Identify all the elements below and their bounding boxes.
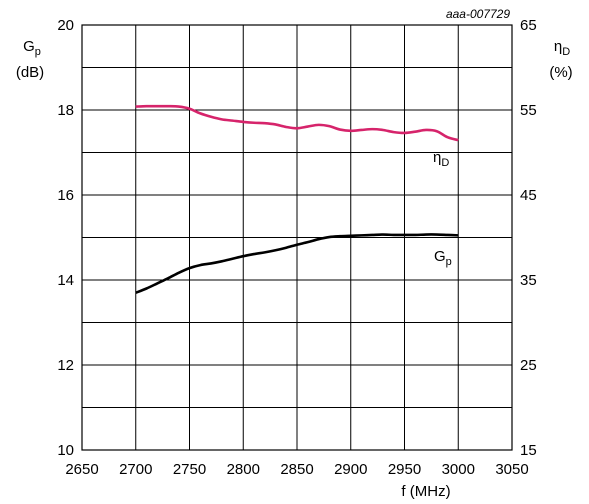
y-right-tick-label: 35 [520,272,537,289]
y-right-tick-label: 45 [520,187,537,204]
x-tick-label: 3000 [442,461,475,478]
series-label-gp: Gp [434,248,452,268]
x-tick-label: 3050 [495,461,528,478]
y-right-tick-label: 25 [520,357,537,374]
x-tick-label: 2800 [227,461,260,478]
series-line-gp [135,233,459,294]
y-left-label: Gp [23,38,41,58]
y-left-tick-labels: 10 12 14 16 18 20 [57,17,74,459]
x-tick-label: 2900 [334,461,367,478]
x-tick-label: 2750 [173,461,206,478]
y-left-unit: (dB) [16,64,44,81]
series-line-eta [135,104,459,142]
y-left-tick-label: 16 [57,187,74,204]
figure-code: aaa-007729 [446,7,510,21]
y-left-tick-label: 12 [57,357,74,374]
y-left-tick-label: 20 [57,17,74,34]
x-tick-label: 2850 [280,461,313,478]
y-left-tick-label: 14 [57,272,74,289]
y-left-tick-label: 10 [57,442,74,459]
grid [81,24,513,451]
x-axis-label: f (MHz) [401,483,450,500]
y-right-tick-labels: 15 25 35 45 55 65 [520,17,537,459]
y-left-tick-label: 18 [57,102,74,119]
y-right-tick-label: 55 [520,102,537,119]
y-right-label: ηD [554,38,570,58]
x-tick-label: 2650 [65,461,98,478]
x-tick-label: 2700 [119,461,152,478]
series-label-eta: ηD [433,149,449,169]
x-tick-label: 2950 [388,461,421,478]
y-right-unit: (%) [549,64,572,81]
x-tick-labels: 2650 2700 2750 2800 2850 2900 2950 3000 3050 [65,461,528,478]
y-right-tick-label: 65 [520,17,537,34]
plot-frame [81,24,513,451]
y-right-tick-label: 15 [520,442,537,459]
